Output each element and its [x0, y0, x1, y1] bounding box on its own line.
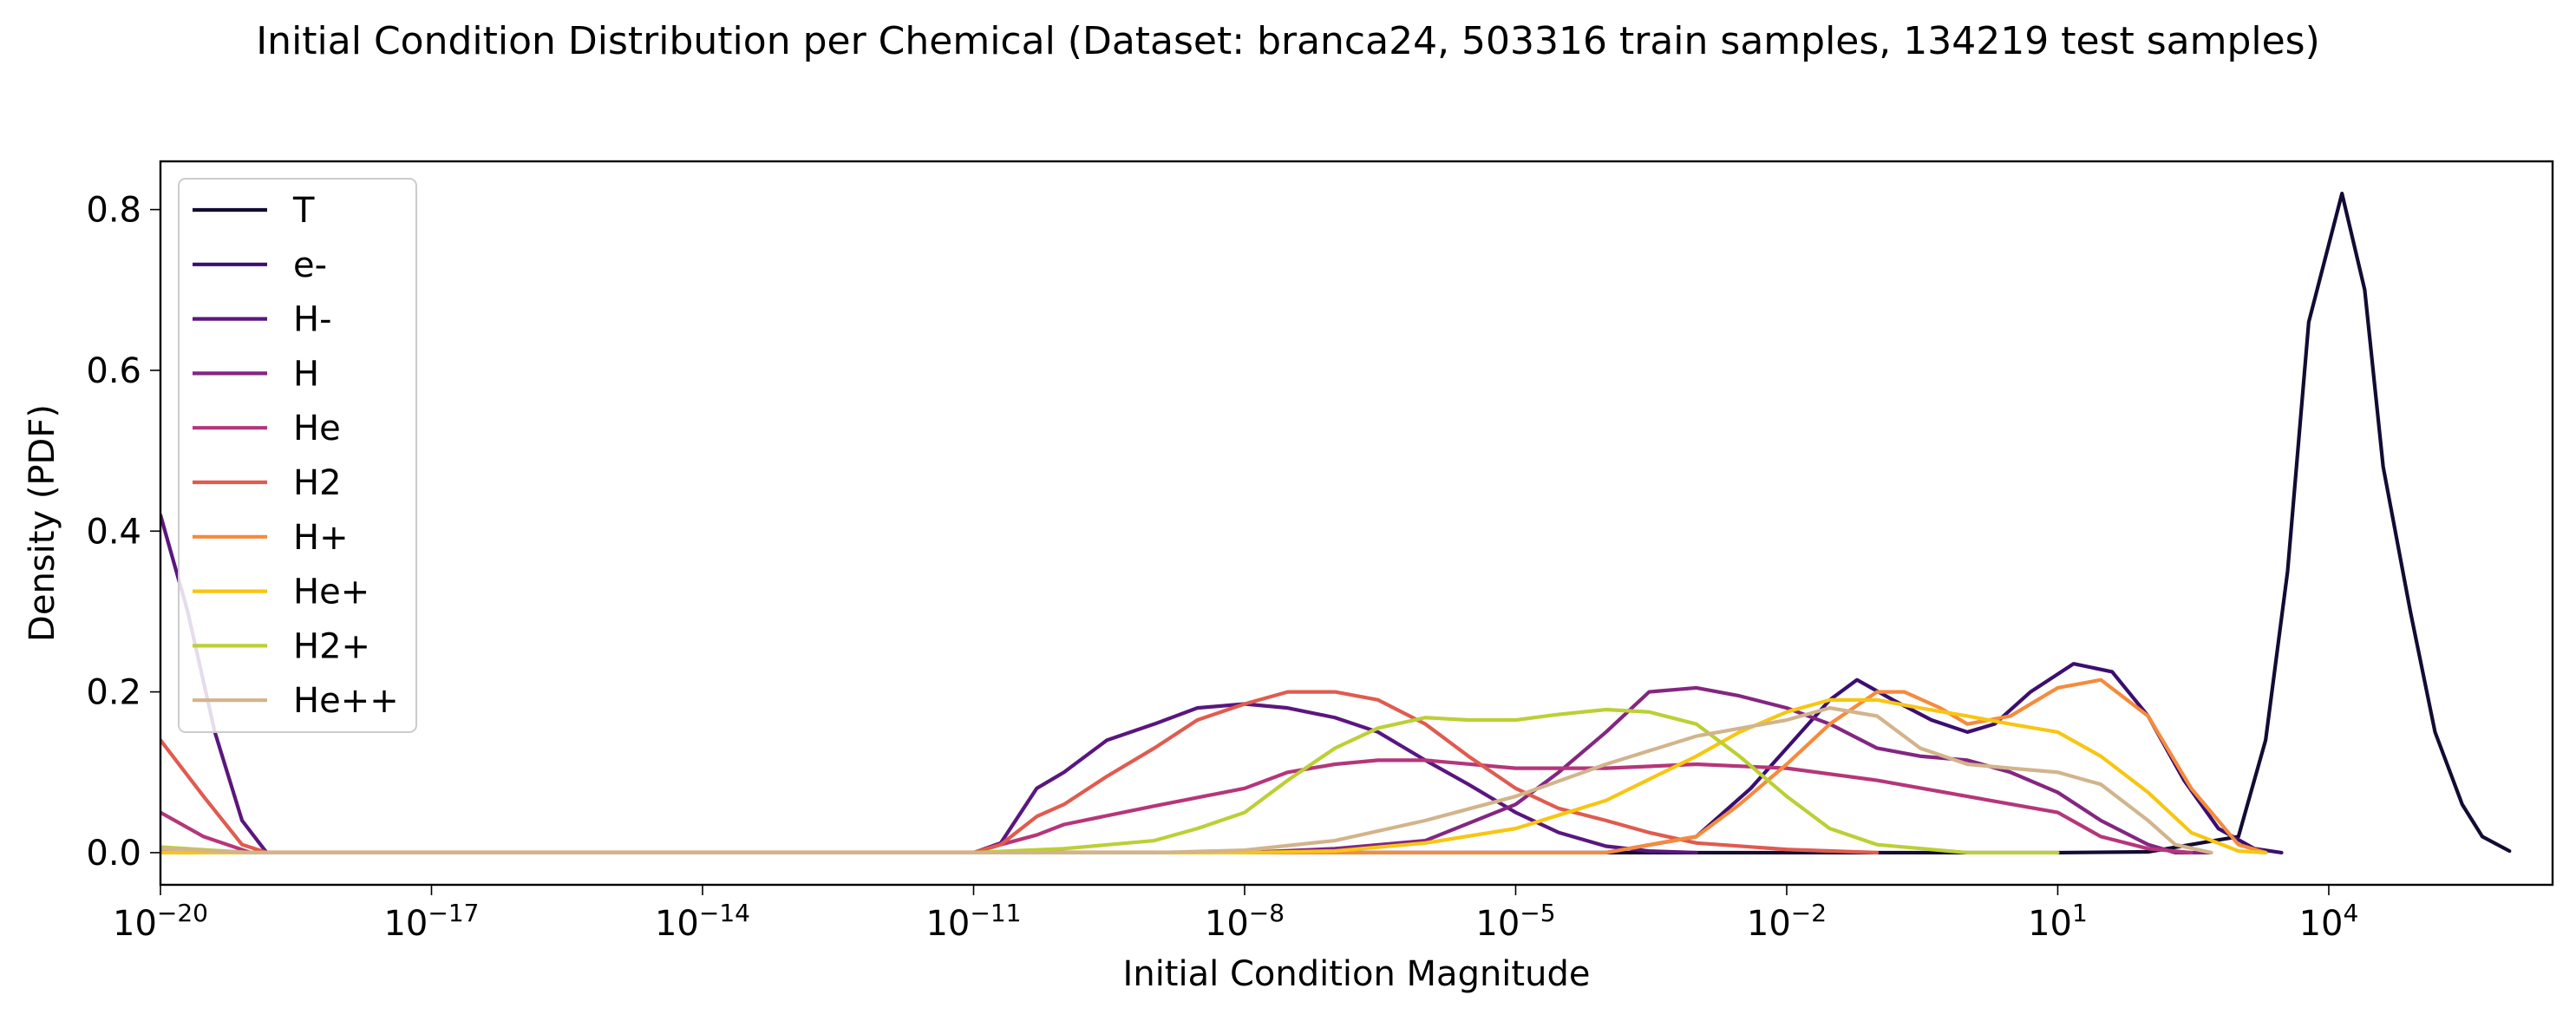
x-tick-label-6: 10−2 — [1747, 899, 1827, 944]
series-line-8 — [160, 707, 2060, 855]
legend-label-6: H+ — [293, 518, 349, 558]
series-line-0 — [160, 191, 2512, 855]
y-tick-label-0: 0.0 — [86, 834, 141, 874]
x-axis-label: Initial Condition Magnitude — [1123, 954, 1591, 994]
x-tick-label-5: 10−5 — [1475, 899, 1555, 944]
x-tick-label-1: 10−17 — [383, 899, 479, 944]
x-tick-label-8: 104 — [2299, 899, 2359, 944]
x-tick-label-4: 10−8 — [1205, 899, 1285, 944]
chart-title: Initial Condition Distribution per Chemi… — [256, 19, 2320, 63]
series-line-5 — [160, 690, 1880, 855]
x-tick-label-3: 10−11 — [925, 899, 1021, 944]
y-axis: 0.0 0.2 0.4 0.6 0.8 — [86, 191, 160, 874]
legend: Te- H- H He H2 H+ He+ H2+ He++ — [178, 178, 417, 733]
x-tick-label-7: 101 — [2028, 899, 2088, 944]
plot-frame — [159, 160, 2554, 887]
y-tick-label-1: 0.2 — [86, 673, 141, 713]
y-tick-label-2: 0.4 — [86, 512, 141, 552]
series-layer — [160, 191, 2512, 855]
legend-label-3: H — [293, 354, 319, 394]
series-line-4 — [160, 758, 2194, 855]
x-tick-label-2: 10−14 — [655, 899, 750, 944]
y-tick-label-3: 0.6 — [86, 351, 141, 391]
series-line-6 — [160, 677, 2268, 855]
legend-label-0: T — [292, 191, 315, 231]
series-line-2 — [160, 513, 1698, 855]
series-line-7 — [160, 697, 2268, 855]
y-tick-label-4: 0.8 — [86, 191, 141, 231]
legend-label-2: H- — [293, 300, 332, 340]
legend-label-9: He++ — [293, 681, 399, 721]
series-line-3 — [160, 685, 2213, 855]
y-axis-label: Density (PDF) — [23, 404, 62, 642]
legend-label-7: He+ — [293, 573, 369, 612]
x-axis: 10−20 10−17 10−14 10−11 10−8 10−5 10−2 101 104 — [113, 885, 2358, 944]
series-line-9 — [160, 706, 2213, 855]
x-tick-label-0: 10−20 — [113, 899, 208, 944]
legend-label-5: H2 — [293, 463, 342, 503]
legend-label-8: H2+ — [293, 626, 370, 666]
legend-label-4: He — [293, 409, 341, 448]
legend-label-1: e- — [293, 245, 327, 285]
